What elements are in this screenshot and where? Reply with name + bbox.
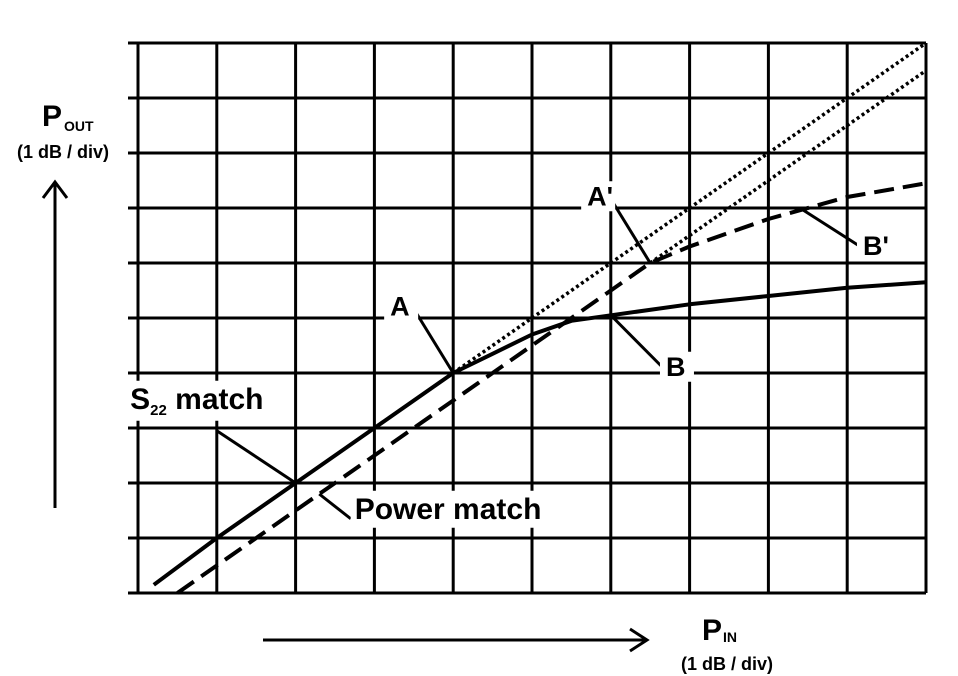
series-label-leader xyxy=(215,429,297,485)
x-axis-arrow xyxy=(263,627,650,653)
grid xyxy=(128,41,928,595)
x-axis-title: P IN (1 dB / div) xyxy=(681,614,773,674)
series-label-leader xyxy=(318,492,352,520)
y-axis-sub: OUT xyxy=(64,118,94,134)
annotation-label: A' xyxy=(587,181,613,211)
y-axis-unit: (1 dB / div) xyxy=(17,142,109,162)
annotation-leader xyxy=(799,206,860,248)
x-axis-sub: IN xyxy=(723,629,737,645)
annotation-label: A xyxy=(390,291,410,321)
x-axis-unit: (1 dB / div) xyxy=(681,654,773,674)
annotation-label: B' xyxy=(863,231,889,261)
y-axis-title: P OUT (1 dB / div) xyxy=(17,100,109,162)
annotation-leader xyxy=(410,305,455,374)
series-layer xyxy=(152,41,928,595)
annotation-label-bg xyxy=(856,230,891,261)
series-line-extrapolated-s22 xyxy=(452,41,928,375)
annotation-label-bg xyxy=(384,291,419,322)
annotation-layer: A A' B B' S22 match Power match xyxy=(126,181,891,528)
series-line-extrapolated-power xyxy=(649,69,928,265)
annotation-label-bg xyxy=(581,181,616,212)
annotation-leader xyxy=(607,195,652,264)
series-label-bg xyxy=(350,490,546,528)
series-label-bg xyxy=(126,380,268,421)
annotation-label-bg xyxy=(659,351,694,382)
annotation-label: B xyxy=(666,352,686,382)
series-label: S22 match xyxy=(130,383,263,419)
x-axis-main: P xyxy=(702,614,722,647)
series-label: Power match xyxy=(355,493,542,526)
y-axis-arrow xyxy=(41,179,69,508)
y-axis-main: P xyxy=(42,100,62,133)
annotation-leader xyxy=(609,314,664,368)
series-line-power-match xyxy=(176,181,927,595)
